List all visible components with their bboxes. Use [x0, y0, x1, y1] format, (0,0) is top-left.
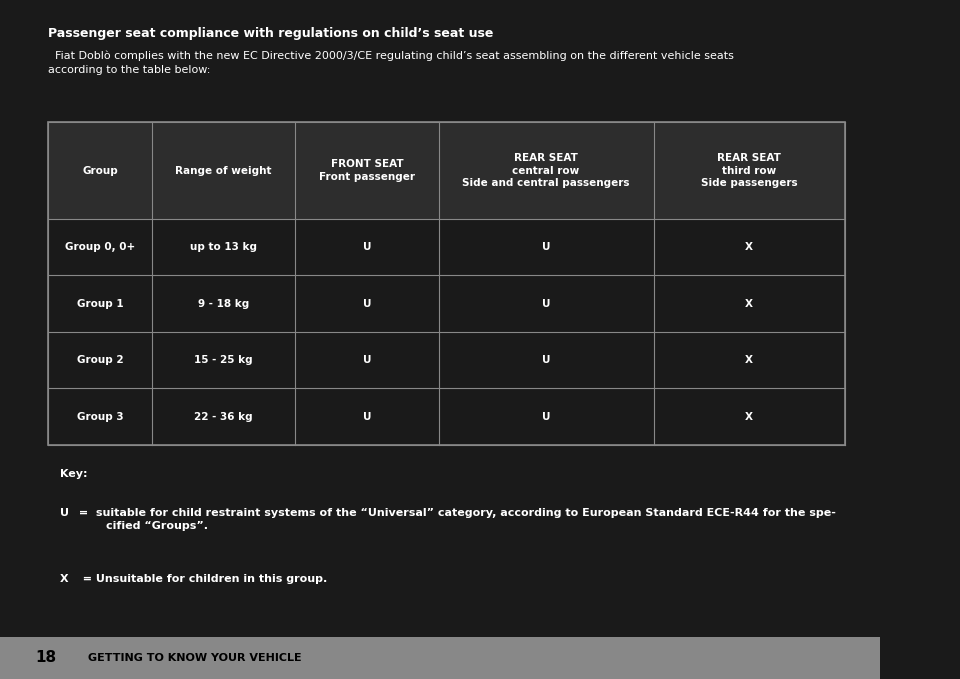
Text: Group: Group	[83, 166, 118, 176]
Text: X: X	[745, 299, 754, 309]
Text: REAR SEAT
central row
Side and central passengers: REAR SEAT central row Side and central p…	[463, 153, 630, 188]
Bar	[0, 637, 880, 679]
Text: 9 - 18 kg: 9 - 18 kg	[198, 299, 250, 309]
Text: X: X	[60, 574, 68, 585]
Text: Fiat Doblò complies with the new EC Directive 2000/3/CE regulating child’s seat : Fiat Doblò complies with the new EC Dire…	[48, 51, 734, 75]
Text: U: U	[541, 242, 550, 252]
Text: U: U	[363, 411, 372, 422]
Text: Range of weight: Range of weight	[176, 166, 272, 176]
Text: GETTING TO KNOW YOUR VEHICLE: GETTING TO KNOW YOUR VEHICLE	[88, 653, 301, 663]
Text: X: X	[745, 411, 754, 422]
Text: U: U	[541, 299, 550, 309]
Text: 15 - 25 kg: 15 - 25 kg	[194, 355, 252, 365]
Text: Group 3: Group 3	[77, 411, 124, 422]
Text: X: X	[745, 355, 754, 365]
Text: =  suitable for child restraint systems of the “Universal” category, according t: = suitable for child restraint systems o…	[75, 508, 835, 531]
Text: U: U	[541, 355, 550, 365]
Text: 18: 18	[36, 650, 57, 665]
Bar	[48, 122, 845, 445]
Bar	[48, 122, 845, 219]
Text: 22 - 36 kg: 22 - 36 kg	[194, 411, 252, 422]
Text: = Unsuitable for children in this group.: = Unsuitable for children in this group.	[75, 574, 327, 585]
Text: Group 1: Group 1	[77, 299, 124, 309]
Text: REAR SEAT
third row
Side passengers: REAR SEAT third row Side passengers	[701, 153, 798, 188]
Text: Group 2: Group 2	[77, 355, 124, 365]
Text: U: U	[363, 299, 372, 309]
Text: U: U	[541, 411, 550, 422]
Text: up to 13 kg: up to 13 kg	[190, 242, 257, 252]
Text: FRONT SEAT
Front passenger: FRONT SEAT Front passenger	[319, 160, 415, 182]
Text: U: U	[60, 508, 69, 518]
Text: Passenger seat compliance with regulations on child’s seat use: Passenger seat compliance with regulatio…	[48, 27, 493, 40]
Text: U: U	[363, 242, 372, 252]
Text: X: X	[745, 242, 754, 252]
Text: Group 0, 0+: Group 0, 0+	[65, 242, 135, 252]
Text: Key:: Key:	[60, 469, 87, 479]
Text: U: U	[363, 355, 372, 365]
